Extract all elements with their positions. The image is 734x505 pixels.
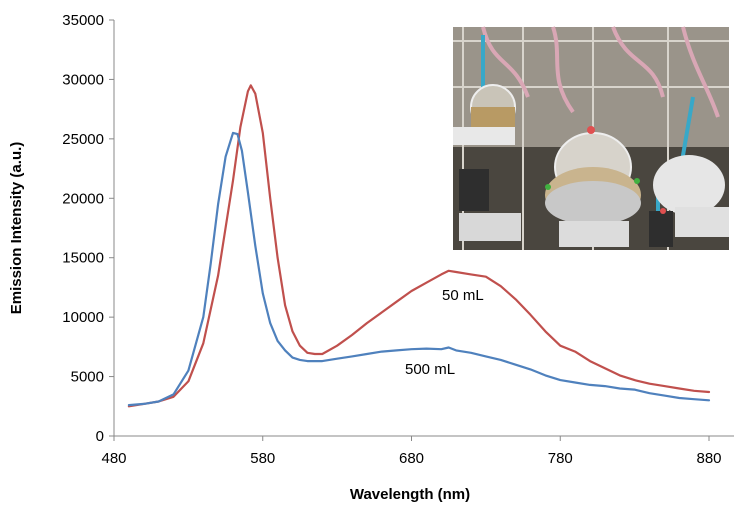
y-tick-label: 35000 <box>62 12 104 29</box>
inset-photo <box>453 26 729 250</box>
x-tick-label: 680 <box>399 450 424 467</box>
y-axis-title: Emission Intensity (a.u.) <box>8 142 25 315</box>
y-tick-label: 15000 <box>62 250 104 267</box>
y-tick-label: 25000 <box>62 131 104 148</box>
y-tick-label: 30000 <box>62 71 104 88</box>
annotation-500ml: 500 mL <box>405 361 455 378</box>
series-line-500-ml <box>127 131 711 407</box>
series-lines <box>127 84 711 408</box>
x-tick-label: 880 <box>696 450 721 467</box>
x-tick-label: 580 <box>250 450 275 467</box>
axes <box>109 19 734 441</box>
y-tick-label: 0 <box>96 428 104 445</box>
series-line-50-ml <box>127 84 711 408</box>
x-tick-label: 480 <box>101 450 126 467</box>
y-axis-tick-labels: 0 5000 10000 15000 20000 25000 30000 35000 <box>62 12 104 445</box>
annotation-50ml: 50 mL <box>442 287 484 304</box>
x-axis-title: Wavelength (nm) <box>350 486 470 503</box>
x-axis-tick-labels: 480 580 680 780 880 <box>101 450 721 467</box>
x-tick-label: 780 <box>548 450 573 467</box>
y-tick-label: 5000 <box>71 369 104 386</box>
y-tick-label: 10000 <box>62 309 104 326</box>
y-tick-label: 20000 <box>62 190 104 207</box>
